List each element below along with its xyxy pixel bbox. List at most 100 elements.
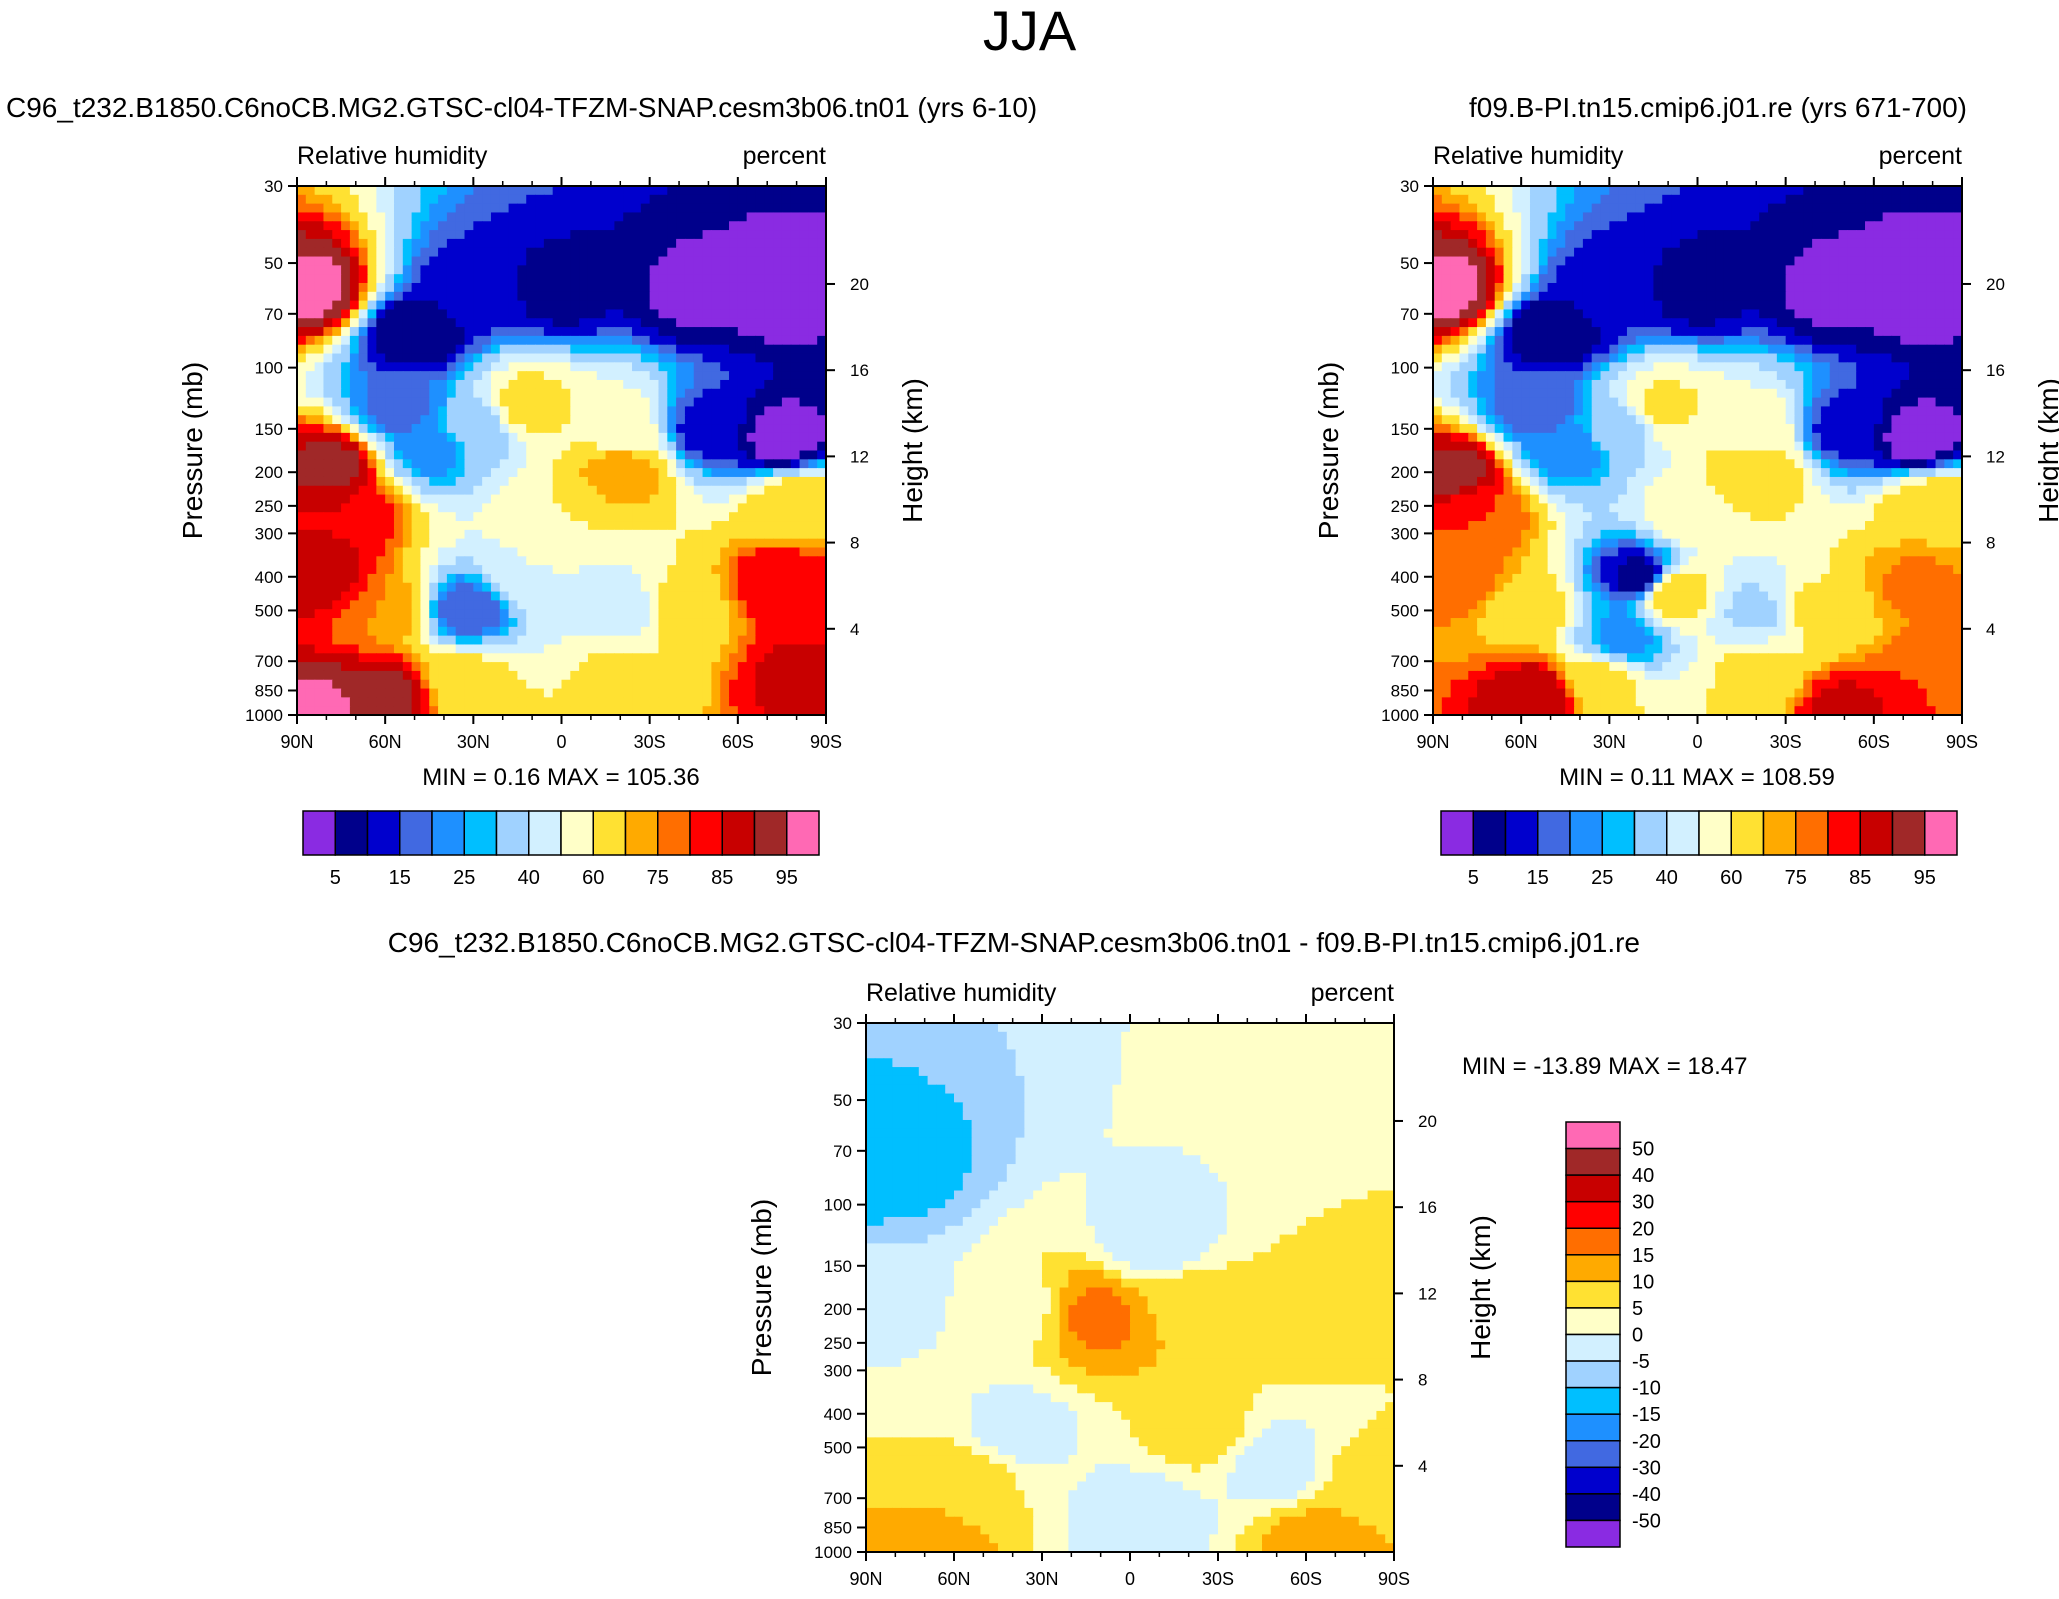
- field-cell: [755, 609, 765, 619]
- field-cell: [323, 521, 333, 531]
- field-cell: [1882, 318, 1893, 328]
- field-cell: [305, 538, 316, 549]
- field-cell: [438, 230, 448, 240]
- field-cell: [1635, 353, 1646, 363]
- field-cell: [1812, 194, 1822, 205]
- field-cell: [1609, 265, 1619, 275]
- field-cell: [402, 573, 413, 584]
- field-cell: [455, 565, 466, 575]
- field-cell: [1759, 212, 1769, 222]
- field-cell: [349, 265, 360, 275]
- field-cell: [649, 203, 660, 214]
- field-cell: [1706, 327, 1716, 337]
- field-cell: [1591, 318, 1602, 328]
- field-cell: [1847, 362, 1857, 372]
- field-cell: [332, 459, 342, 469]
- field-cell: [517, 397, 527, 408]
- field-cell: [614, 309, 624, 319]
- field-cell: [402, 230, 413, 240]
- field-cell: [817, 282, 826, 293]
- field-cell: [764, 565, 774, 575]
- field-cell: [729, 485, 739, 496]
- field-cell: [358, 265, 369, 275]
- field-cell: [473, 529, 483, 540]
- field-cell: [799, 521, 809, 531]
- field-cell: [1521, 309, 1531, 319]
- field-cell: [543, 265, 554, 275]
- field-cell: [1503, 238, 1513, 249]
- field-cell: [764, 230, 774, 240]
- field-cell: [755, 353, 765, 363]
- y-tick-label: 700: [255, 652, 283, 671]
- field-cell: [1582, 318, 1593, 328]
- field-cell: [526, 379, 536, 390]
- field-cell: [429, 476, 439, 487]
- field-cell: [349, 300, 360, 311]
- field-cell: [376, 256, 386, 266]
- field-cell: [587, 362, 598, 372]
- field-cell: [720, 679, 730, 690]
- field-cell: [1944, 282, 1954, 293]
- field-cell: [332, 274, 342, 284]
- field-cell: [764, 415, 774, 425]
- field-cell: [305, 397, 316, 408]
- field-cell: [790, 432, 801, 443]
- field-cell: [623, 600, 633, 610]
- field-cell: [676, 256, 686, 266]
- field-cell: [341, 618, 351, 628]
- field-cell: [1688, 212, 1699, 222]
- field-cell: [711, 362, 721, 372]
- field-cell: [420, 247, 430, 258]
- field-cell: [490, 653, 501, 663]
- field-cell: [482, 626, 492, 637]
- field-cell: [1485, 362, 1496, 372]
- field-cell: [790, 441, 801, 452]
- field-cell: [676, 371, 686, 381]
- field-cell: [579, 300, 589, 311]
- field-cell: [429, 450, 439, 460]
- field-cell: [1856, 309, 1866, 319]
- field-cell: [1706, 265, 1716, 275]
- field-cell: [411, 706, 422, 715]
- field-cell: [305, 485, 316, 496]
- field-cell: [746, 221, 757, 231]
- field-cell: [561, 203, 571, 214]
- field-cell: [429, 697, 439, 707]
- field-cell: [420, 291, 430, 302]
- field-cell: [781, 582, 792, 593]
- field-cell: [790, 573, 801, 584]
- field-cell: [1565, 327, 1575, 337]
- field-cell: [490, 238, 501, 249]
- field-cell: [1935, 238, 1945, 249]
- field-cell: [605, 300, 615, 311]
- field-cell: [1582, 291, 1593, 302]
- field-cell: [367, 706, 377, 715]
- field-cell: [676, 291, 686, 302]
- field-cell: [808, 653, 818, 663]
- field-cell: [773, 468, 783, 478]
- field-cell: [746, 503, 757, 513]
- field-cell: [729, 494, 739, 504]
- field-cell: [402, 697, 413, 707]
- field-cell: [455, 503, 466, 513]
- field-cell: [552, 644, 563, 654]
- field-cell: [579, 335, 589, 346]
- field-cell: [1926, 291, 1937, 302]
- field-cell: [1485, 344, 1496, 355]
- field-cell: [393, 573, 404, 584]
- field-cell: [676, 309, 686, 319]
- field-cell: [535, 635, 545, 646]
- field-cell: [702, 230, 712, 240]
- field-cell: [552, 600, 563, 610]
- field-cell: [1459, 344, 1469, 355]
- field-cell: [764, 432, 774, 443]
- field-cell: [702, 274, 712, 284]
- field-cell: [1644, 194, 1655, 205]
- field-cell: [711, 194, 721, 205]
- field-cell: [817, 503, 826, 513]
- y-tick-label: 300: [255, 524, 283, 543]
- field-cell: [1512, 247, 1522, 258]
- field-cell: [438, 371, 448, 381]
- field-cell: [1538, 238, 1549, 249]
- field-cell: [349, 635, 360, 646]
